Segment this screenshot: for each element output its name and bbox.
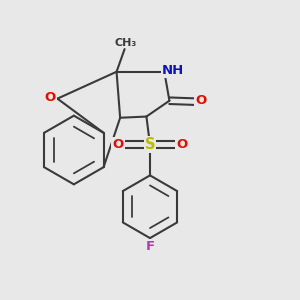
Text: CH₃: CH₃ (114, 38, 136, 47)
Text: O: O (195, 94, 206, 107)
Text: O: O (44, 91, 56, 103)
Text: O: O (176, 138, 188, 151)
Text: S: S (145, 137, 155, 152)
Text: F: F (146, 240, 154, 253)
Text: O: O (112, 138, 124, 151)
Text: NH: NH (162, 64, 184, 77)
